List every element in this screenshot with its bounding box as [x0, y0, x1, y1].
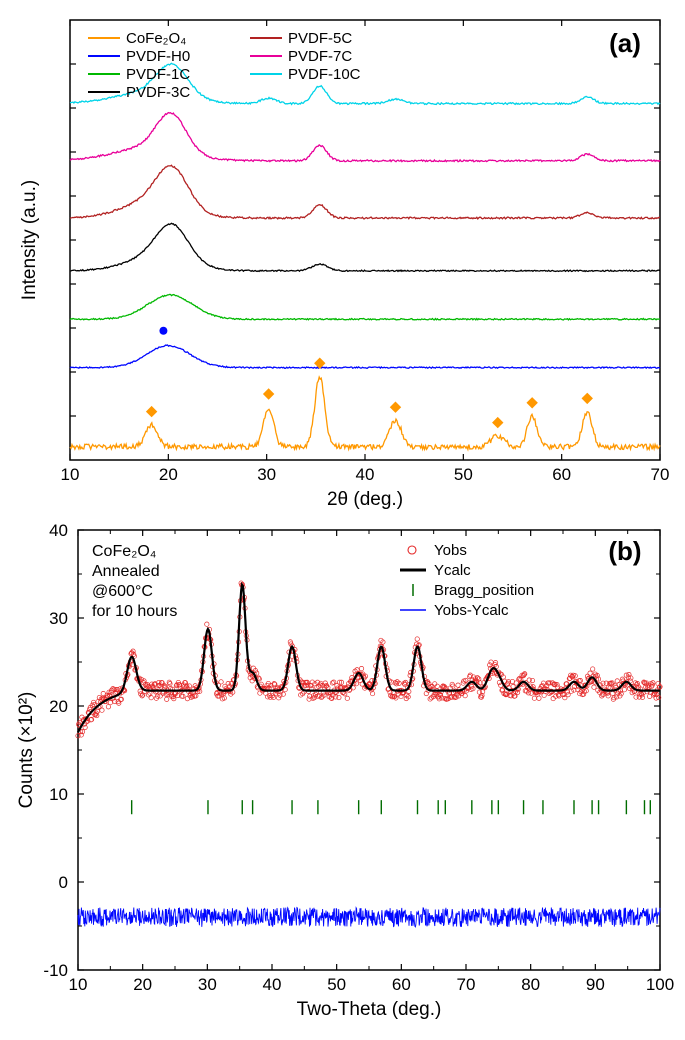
legend-label: PVDF-10C — [288, 66, 361, 83]
x-axis-label-b: Two-Theta (deg.) — [297, 999, 442, 1020]
legend-label: Yobs-Ycalc — [434, 602, 509, 619]
ytick-label: -10 — [43, 961, 68, 980]
chart-panel-b: 10 20 30 40 50 60 70 80 90 100 -10 0 10 20 30 40 Counts … — [10, 510, 675, 1030]
figure-container: 10 20 30 40 50 60 70 Intensity (a.u.) 2θ (deg.) C… — [10, 10, 675, 1030]
legend-label: PVDF-7C — [288, 48, 352, 65]
xtick-label: 70 — [457, 975, 476, 994]
xtick-label: 30 — [257, 465, 276, 484]
legend-label: PVDF-3C — [126, 84, 190, 101]
y-axis-label-a: Intensity (a.u.) — [19, 180, 40, 300]
circle-marker-icon — [159, 327, 167, 335]
legend-label: Ycalc — [434, 562, 471, 579]
x-axis-label-a: 2θ (deg.) — [327, 489, 403, 510]
ytick-label: 10 — [49, 785, 68, 804]
y-axis-label-b: Counts (×10²) — [16, 692, 37, 809]
xtick-label: 20 — [133, 975, 152, 994]
xtick-label: 40 — [356, 465, 375, 484]
ytick-label: 40 — [49, 521, 68, 540]
xtick-label: 90 — [586, 975, 605, 994]
xtick-label: 50 — [327, 975, 346, 994]
legend-label: Bragg_position — [434, 582, 534, 599]
panel-label-b: (b) — [608, 536, 641, 566]
legend-label: PVDF-1C — [126, 66, 190, 83]
xtick-label: 60 — [392, 975, 411, 994]
annotation-text: CoFe₂O₄ — [92, 543, 156, 560]
legend-label: PVDF-5C — [288, 30, 352, 47]
ytick-label: 20 — [49, 697, 68, 716]
xtick-label: 30 — [198, 975, 217, 994]
ytick-label: 0 — [59, 873, 68, 892]
panel-label-a: (a) — [609, 28, 641, 58]
xtick-label: 20 — [159, 465, 178, 484]
annotation-text: for 10 hours — [92, 603, 177, 620]
ytick-label: 30 — [49, 609, 68, 628]
legend-label: Yobs — [434, 542, 467, 559]
xtick-label: 70 — [651, 465, 670, 484]
xtick-label: 50 — [454, 465, 473, 484]
xtick-label: 10 — [69, 975, 88, 994]
xtick-label: 100 — [646, 975, 674, 994]
annotation-text: Annealed — [92, 563, 160, 580]
legend-label: PVDF-H0 — [126, 48, 190, 65]
xtick-label: 60 — [552, 465, 571, 484]
xtick-label: 40 — [263, 975, 282, 994]
xtick-label: 10 — [61, 465, 80, 484]
chart-panel-a: 10 20 30 40 50 60 70 Intensity (a.u.) 2θ (deg.) C… — [10, 10, 675, 510]
annotation-text: @600°C — [92, 583, 153, 600]
xtick-label: 80 — [521, 975, 540, 994]
legend-label: CoFe₂O₄ — [126, 30, 186, 47]
